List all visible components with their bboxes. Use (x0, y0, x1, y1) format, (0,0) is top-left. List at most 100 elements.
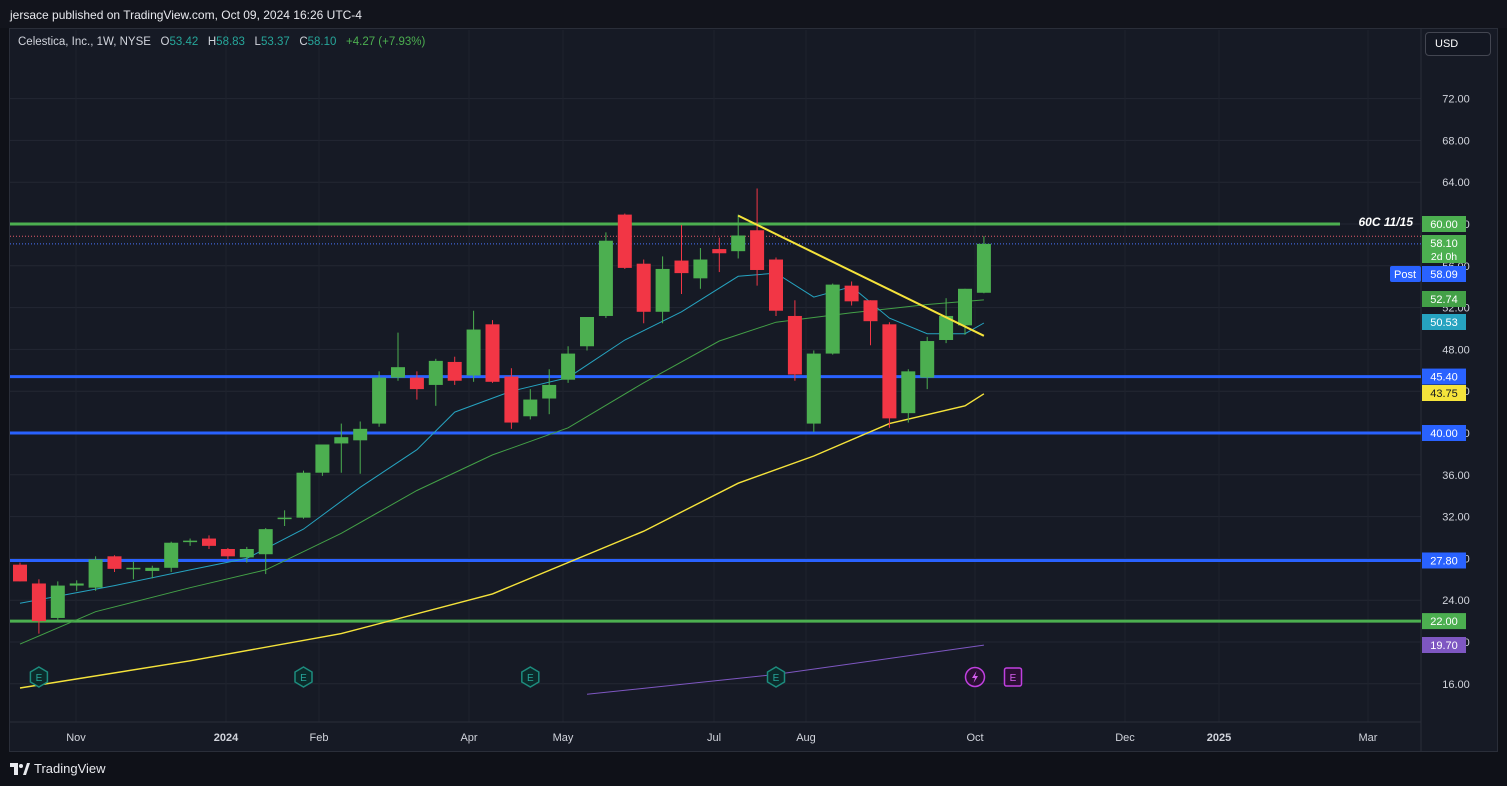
drawings: 60C 11/15 (737, 214, 1414, 337)
ema-fast-line (19, 272, 985, 604)
annotation-text: 60C 11/15 (1359, 215, 1414, 229)
candle-body (750, 230, 765, 270)
x-tick-label: Apr (460, 732, 477, 744)
publish-info: jersace published on TradingView.com, Oc… (10, 8, 362, 22)
low-value: 53.37 (260, 36, 290, 48)
candle-body (69, 583, 84, 586)
close-label: C (299, 36, 308, 48)
lightning-bolt (972, 671, 978, 683)
upcoming-earnings-icon (1003, 667, 1023, 687)
earnings-icon (294, 666, 313, 688)
candle-body (485, 324, 500, 382)
candle-body (523, 399, 538, 417)
candle-body (428, 360, 443, 385)
price-tag-label: 58.09 (1430, 269, 1458, 281)
candle-body (825, 284, 840, 354)
upcoming-earnings-letter: E (1010, 673, 1017, 684)
open-value: 53.42 (169, 36, 199, 48)
x-tick-label: 2025 (1207, 732, 1231, 744)
brand-name: TradingView (34, 761, 106, 776)
candle-body (391, 367, 405, 378)
candle-body (636, 263, 651, 312)
price-tag (1422, 314, 1466, 330)
earnings-letter: E (527, 673, 534, 684)
candle-body (844, 285, 859, 302)
candle-body (353, 428, 368, 441)
level-tag-label: 45.40 (1430, 372, 1458, 384)
horizontal-levels (10, 222, 1421, 623)
candle-body (220, 548, 235, 557)
candle-body (504, 376, 519, 423)
candle-body (693, 259, 708, 279)
low-label: L (254, 36, 261, 48)
price-tag-label: 50.53 (1430, 317, 1458, 329)
candle-body (976, 243, 991, 293)
candle-body (334, 437, 349, 444)
symbol-legend[interactable]: Celestica, Inc., 1W, NYSE O53.42 H58.83 … (18, 36, 425, 48)
level-tag (1422, 368, 1466, 385)
price-tag-label: 52.74 (1430, 294, 1458, 306)
candle-body (882, 324, 897, 419)
level-tag (1422, 552, 1466, 569)
price-tag-label: 58.10 (1430, 238, 1458, 250)
candle-body (712, 249, 727, 254)
x-tick-label: Mar (1359, 732, 1378, 744)
level-tag-label: 27.80 (1430, 555, 1458, 567)
chart-pane[interactable] (9, 28, 1498, 752)
candle-body (31, 583, 46, 622)
x-tick-label: Nov (66, 732, 86, 744)
change-value: +4.27 (+7.93%) (346, 36, 426, 48)
earnings-icon (521, 666, 540, 688)
candle-body (372, 377, 387, 424)
time-axis: Nov 2024 Feb Apr May Jul Aug Oct Dec 2025 Mar (66, 732, 1378, 744)
price-tag (1422, 637, 1466, 653)
x-tick-label: Oct (966, 732, 983, 744)
candle-body (561, 353, 576, 380)
footer (0, 752, 1507, 786)
level-tag (1422, 216, 1466, 232)
earnings-icon (29, 666, 49, 688)
candle-body (863, 300, 878, 322)
y-tick-label: 32.00 (1442, 512, 1470, 524)
candle-body (655, 268, 670, 312)
x-tick-label: May (553, 732, 574, 744)
y-tick-label: 24.00 (1442, 595, 1470, 607)
candle-body (598, 240, 613, 316)
level-tag-label: 60.00 (1430, 219, 1458, 231)
countdown-label: 2d 0h (1431, 251, 1457, 263)
price-tag (1422, 291, 1466, 307)
y-tick-label: 64.00 (1442, 177, 1470, 189)
candle-body (50, 585, 65, 618)
level-tag (1422, 613, 1466, 630)
candle-body (258, 529, 273, 555)
candle-body (769, 259, 783, 311)
earnings-letter: E (300, 673, 307, 684)
earnings-letter: E (773, 673, 780, 684)
candle-body (674, 260, 689, 274)
x-tick-label: Feb (310, 732, 329, 744)
candle-body (617, 214, 632, 268)
price-tag-label: 19.70 (1430, 640, 1458, 652)
candle-body (107, 556, 122, 569)
candle-body (202, 538, 216, 546)
candle-body (239, 548, 254, 558)
y-tick-label: 68.00 (1442, 135, 1470, 147)
post-tag (1390, 266, 1421, 282)
long-ma-line (586, 644, 984, 695)
post-label: Post (1394, 269, 1416, 281)
trendline (737, 214, 985, 337)
tradingview-logo-icon (10, 762, 30, 775)
price-tag (1422, 385, 1466, 401)
level-tag (1422, 425, 1466, 441)
currency-button[interactable]: USD (1425, 32, 1491, 56)
candle-body (939, 315, 954, 340)
tradingview-logo[interactable]: TradingView (10, 761, 106, 776)
y-tick-label: 36.00 (1442, 470, 1470, 482)
price-chart[interactable]: 60C 11/15 72.0068.0064.0060.0056.0052.00… (0, 0, 1507, 752)
candle-body (164, 542, 179, 568)
candle-body (806, 353, 821, 424)
x-tick-label: Dec (1115, 732, 1135, 744)
close-value: 58.10 (307, 36, 337, 48)
